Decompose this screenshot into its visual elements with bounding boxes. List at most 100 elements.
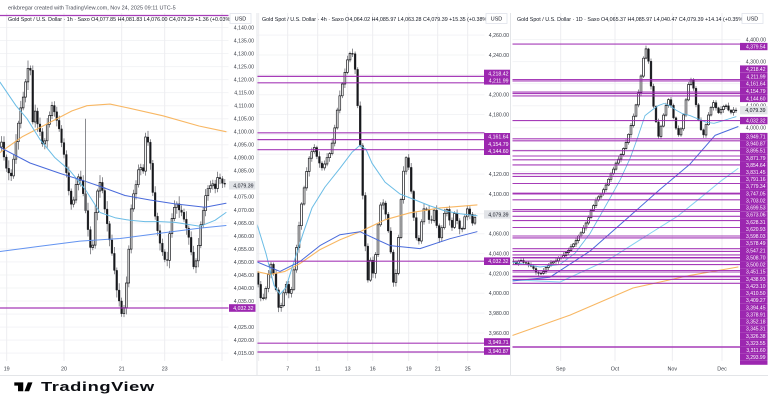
svg-text:3,895.51: 3,895.51: [746, 149, 766, 155]
svg-text:4,050.00: 4,050.00: [234, 260, 254, 266]
svg-text:4,020.00: 4,020.00: [234, 338, 254, 344]
svg-text:13: 13: [345, 366, 351, 372]
svg-text:11: 11: [315, 366, 321, 372]
svg-text:erikbregar created with Tradin: erikbregar created with TradingView.com,…: [8, 5, 176, 11]
svg-text:Nov: Nov: [668, 366, 678, 372]
svg-text:7: 7: [286, 366, 289, 372]
svg-text:4,025.00: 4,025.00: [234, 325, 254, 331]
svg-text:USD: USD: [235, 17, 246, 23]
svg-text:4,125.00: 4,125.00: [234, 65, 254, 71]
svg-text:TradingView: TradingView: [41, 381, 155, 395]
svg-text:4,032.32: 4,032.32: [488, 259, 508, 265]
svg-text:4,161.64: 4,161.64: [488, 135, 508, 141]
svg-text:4,105.00: 4,105.00: [234, 117, 254, 123]
svg-text:4,079.39: 4,079.39: [233, 183, 253, 189]
svg-text:3,699.53: 3,699.53: [746, 206, 766, 212]
svg-text:4,211.99: 4,211.99: [489, 79, 509, 85]
svg-text:3,326.38: 3,326.38: [746, 334, 766, 340]
svg-text:4,020.00: 4,020.00: [489, 271, 509, 277]
svg-text:16: 16: [370, 366, 376, 372]
svg-text:3,508.70: 3,508.70: [746, 255, 766, 261]
svg-text:3,703.02: 3,703.02: [746, 199, 766, 205]
svg-text:3,747.05: 3,747.05: [746, 191, 766, 197]
svg-text:4,085.00: 4,085.00: [234, 169, 254, 175]
svg-text:USD: USD: [491, 17, 502, 23]
svg-text:4,070.00: 4,070.00: [234, 208, 254, 214]
svg-text:4,379.54: 4,379.54: [746, 44, 766, 50]
svg-text:Sep: Sep: [556, 366, 566, 372]
svg-text:3,378.91: 3,378.91: [746, 312, 766, 318]
svg-text:4,095.00: 4,095.00: [234, 143, 254, 149]
svg-text:3,438.93: 3,438.93: [746, 277, 766, 283]
svg-text:4,218.42: 4,218.42: [488, 71, 508, 77]
svg-text:4,079.39: 4,079.39: [745, 108, 765, 114]
svg-text:4,090.00: 4,090.00: [234, 156, 254, 162]
svg-text:4,180.00: 4,180.00: [489, 112, 509, 118]
svg-text:3,410.50: 3,410.50: [746, 291, 766, 297]
svg-text:3,949.71: 3,949.71: [488, 340, 508, 346]
svg-text:3,628.31: 3,628.31: [746, 220, 766, 226]
svg-text:4,154.79: 4,154.79: [746, 89, 766, 95]
svg-text:4,045.00: 4,045.00: [234, 273, 254, 279]
svg-text:3,960.00: 3,960.00: [489, 331, 509, 337]
svg-text:3,620.93: 3,620.93: [746, 227, 766, 233]
svg-text:4,211.99: 4,211.99: [746, 74, 765, 80]
svg-text:3,352.18: 3,352.18: [746, 320, 766, 326]
svg-text:4,060.00: 4,060.00: [489, 232, 509, 238]
svg-text:4,200.00: 4,200.00: [489, 93, 509, 99]
svg-text:4,032.32: 4,032.32: [233, 306, 253, 312]
svg-text:19: 19: [406, 366, 412, 372]
svg-text:3,451.15: 3,451.15: [746, 270, 766, 276]
svg-text:3,394.45: 3,394.45: [746, 305, 766, 311]
svg-text:4,000.00: 4,000.00: [489, 291, 509, 297]
svg-text:4,144.60: 4,144.60: [488, 149, 508, 155]
svg-text:3,854.64: 3,854.64: [746, 163, 766, 169]
svg-text:4,161.64: 4,161.64: [746, 82, 766, 88]
svg-text:Oct: Oct: [611, 366, 620, 372]
svg-text:4,032.32: 4,032.32: [746, 119, 766, 125]
svg-text:3,940.87: 3,940.87: [746, 142, 766, 148]
svg-text:4,144.60: 4,144.60: [746, 96, 766, 102]
svg-text:4,015.00: 4,015.00: [234, 351, 254, 357]
svg-text:4,060.00: 4,060.00: [234, 234, 254, 240]
svg-text:3,311.60: 3,311.60: [746, 348, 765, 354]
svg-text:Dec: Dec: [717, 366, 727, 372]
svg-text:4,154.79: 4,154.79: [488, 142, 508, 148]
svg-text:21: 21: [435, 366, 441, 372]
svg-text:3,345.31: 3,345.31: [746, 327, 766, 333]
svg-text:4,100.00: 4,100.00: [489, 192, 509, 198]
svg-text:3,940.87: 3,940.87: [488, 349, 508, 355]
svg-text:19: 19: [4, 366, 10, 372]
svg-text:3,980.00: 3,980.00: [489, 311, 509, 317]
svg-text:4,035.00: 4,035.00: [234, 299, 254, 305]
svg-text:4,075.00: 4,075.00: [234, 195, 254, 201]
svg-text:4,100.00: 4,100.00: [234, 130, 254, 136]
svg-text:4,218.42: 4,218.42: [746, 67, 766, 73]
svg-text:Gold Spot / U.S. Dollar · 1h ·: Gold Spot / U.S. Dollar · 1h · Saxo O4,0…: [8, 17, 232, 23]
svg-text:3,598.03: 3,598.03: [746, 234, 766, 240]
svg-text:3,293.99: 3,293.99: [746, 355, 766, 361]
svg-text:3,323.55: 3,323.55: [746, 341, 766, 347]
svg-text:4,115.00: 4,115.00: [234, 91, 254, 97]
svg-text:4,079.39: 4,079.39: [488, 212, 508, 218]
svg-text:4,040.00: 4,040.00: [489, 252, 509, 258]
svg-text:3,949.71: 3,949.71: [746, 134, 766, 140]
svg-text:4,300.00: 4,300.00: [746, 60, 766, 66]
svg-text:3,831.45: 3,831.45: [746, 170, 766, 176]
svg-text:3,423.10: 3,423.10: [746, 284, 766, 290]
svg-text:23: 23: [162, 366, 168, 372]
svg-text:4,000.00: 4,000.00: [746, 126, 766, 132]
svg-text:4,110.00: 4,110.00: [234, 104, 254, 110]
svg-text:21: 21: [119, 366, 125, 372]
svg-text:4,400.00: 4,400.00: [746, 38, 766, 44]
svg-text:20: 20: [61, 366, 67, 372]
svg-text:3,409.27: 3,409.27: [746, 298, 766, 304]
svg-text:4,240.00: 4,240.00: [489, 53, 509, 59]
svg-text:Gold Spot / U.S. Dollar · 1D ·: Gold Spot / U.S. Dollar · 1D · Saxo O4,0…: [517, 17, 745, 23]
svg-text:4,140.00: 4,140.00: [234, 25, 254, 31]
svg-text:4,120.00: 4,120.00: [234, 78, 254, 84]
svg-text:Gold Spot / U.S. Dollar · 4h ·: Gold Spot / U.S. Dollar · 4h · Saxo O4,0…: [262, 17, 489, 23]
svg-text:25: 25: [465, 366, 471, 372]
svg-text:USD: USD: [747, 17, 758, 23]
svg-text:4,120.00: 4,120.00: [489, 172, 509, 178]
